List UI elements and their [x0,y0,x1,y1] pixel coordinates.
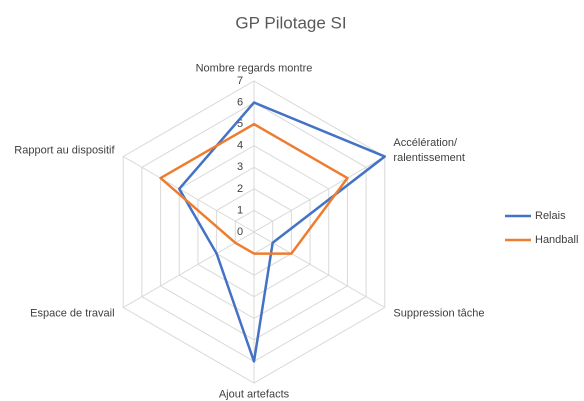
category-label: Rapport au dispositif [14,144,115,156]
spoke [253,231,386,308]
category-label: Accélération/ ralentissement [393,136,465,164]
spoke [253,156,386,233]
series-line [159,122,349,255]
category-label: Nombre regards montre [195,62,313,75]
tick-label: 0 [237,226,243,238]
tick-label: 3 [237,161,243,173]
spoke [122,231,255,308]
tick-label: 7 [237,75,243,87]
spoke [122,156,255,233]
category-label: Ajout artefacts [218,388,290,401]
series-line [178,101,387,363]
tick-label: 4 [237,140,243,152]
tick-label: 2 [237,183,243,195]
legend-label: Relais [535,210,566,222]
category-label: Espace de travail [30,307,115,319]
chart-title: GP Pilotage SI [235,13,346,32]
tick-label: 1 [237,204,243,216]
tick-label: 6 [237,96,243,108]
tick-label: 5 [237,118,243,130]
legend-label: Handball [535,234,578,246]
category-label: Suppression tâche [393,307,485,319]
